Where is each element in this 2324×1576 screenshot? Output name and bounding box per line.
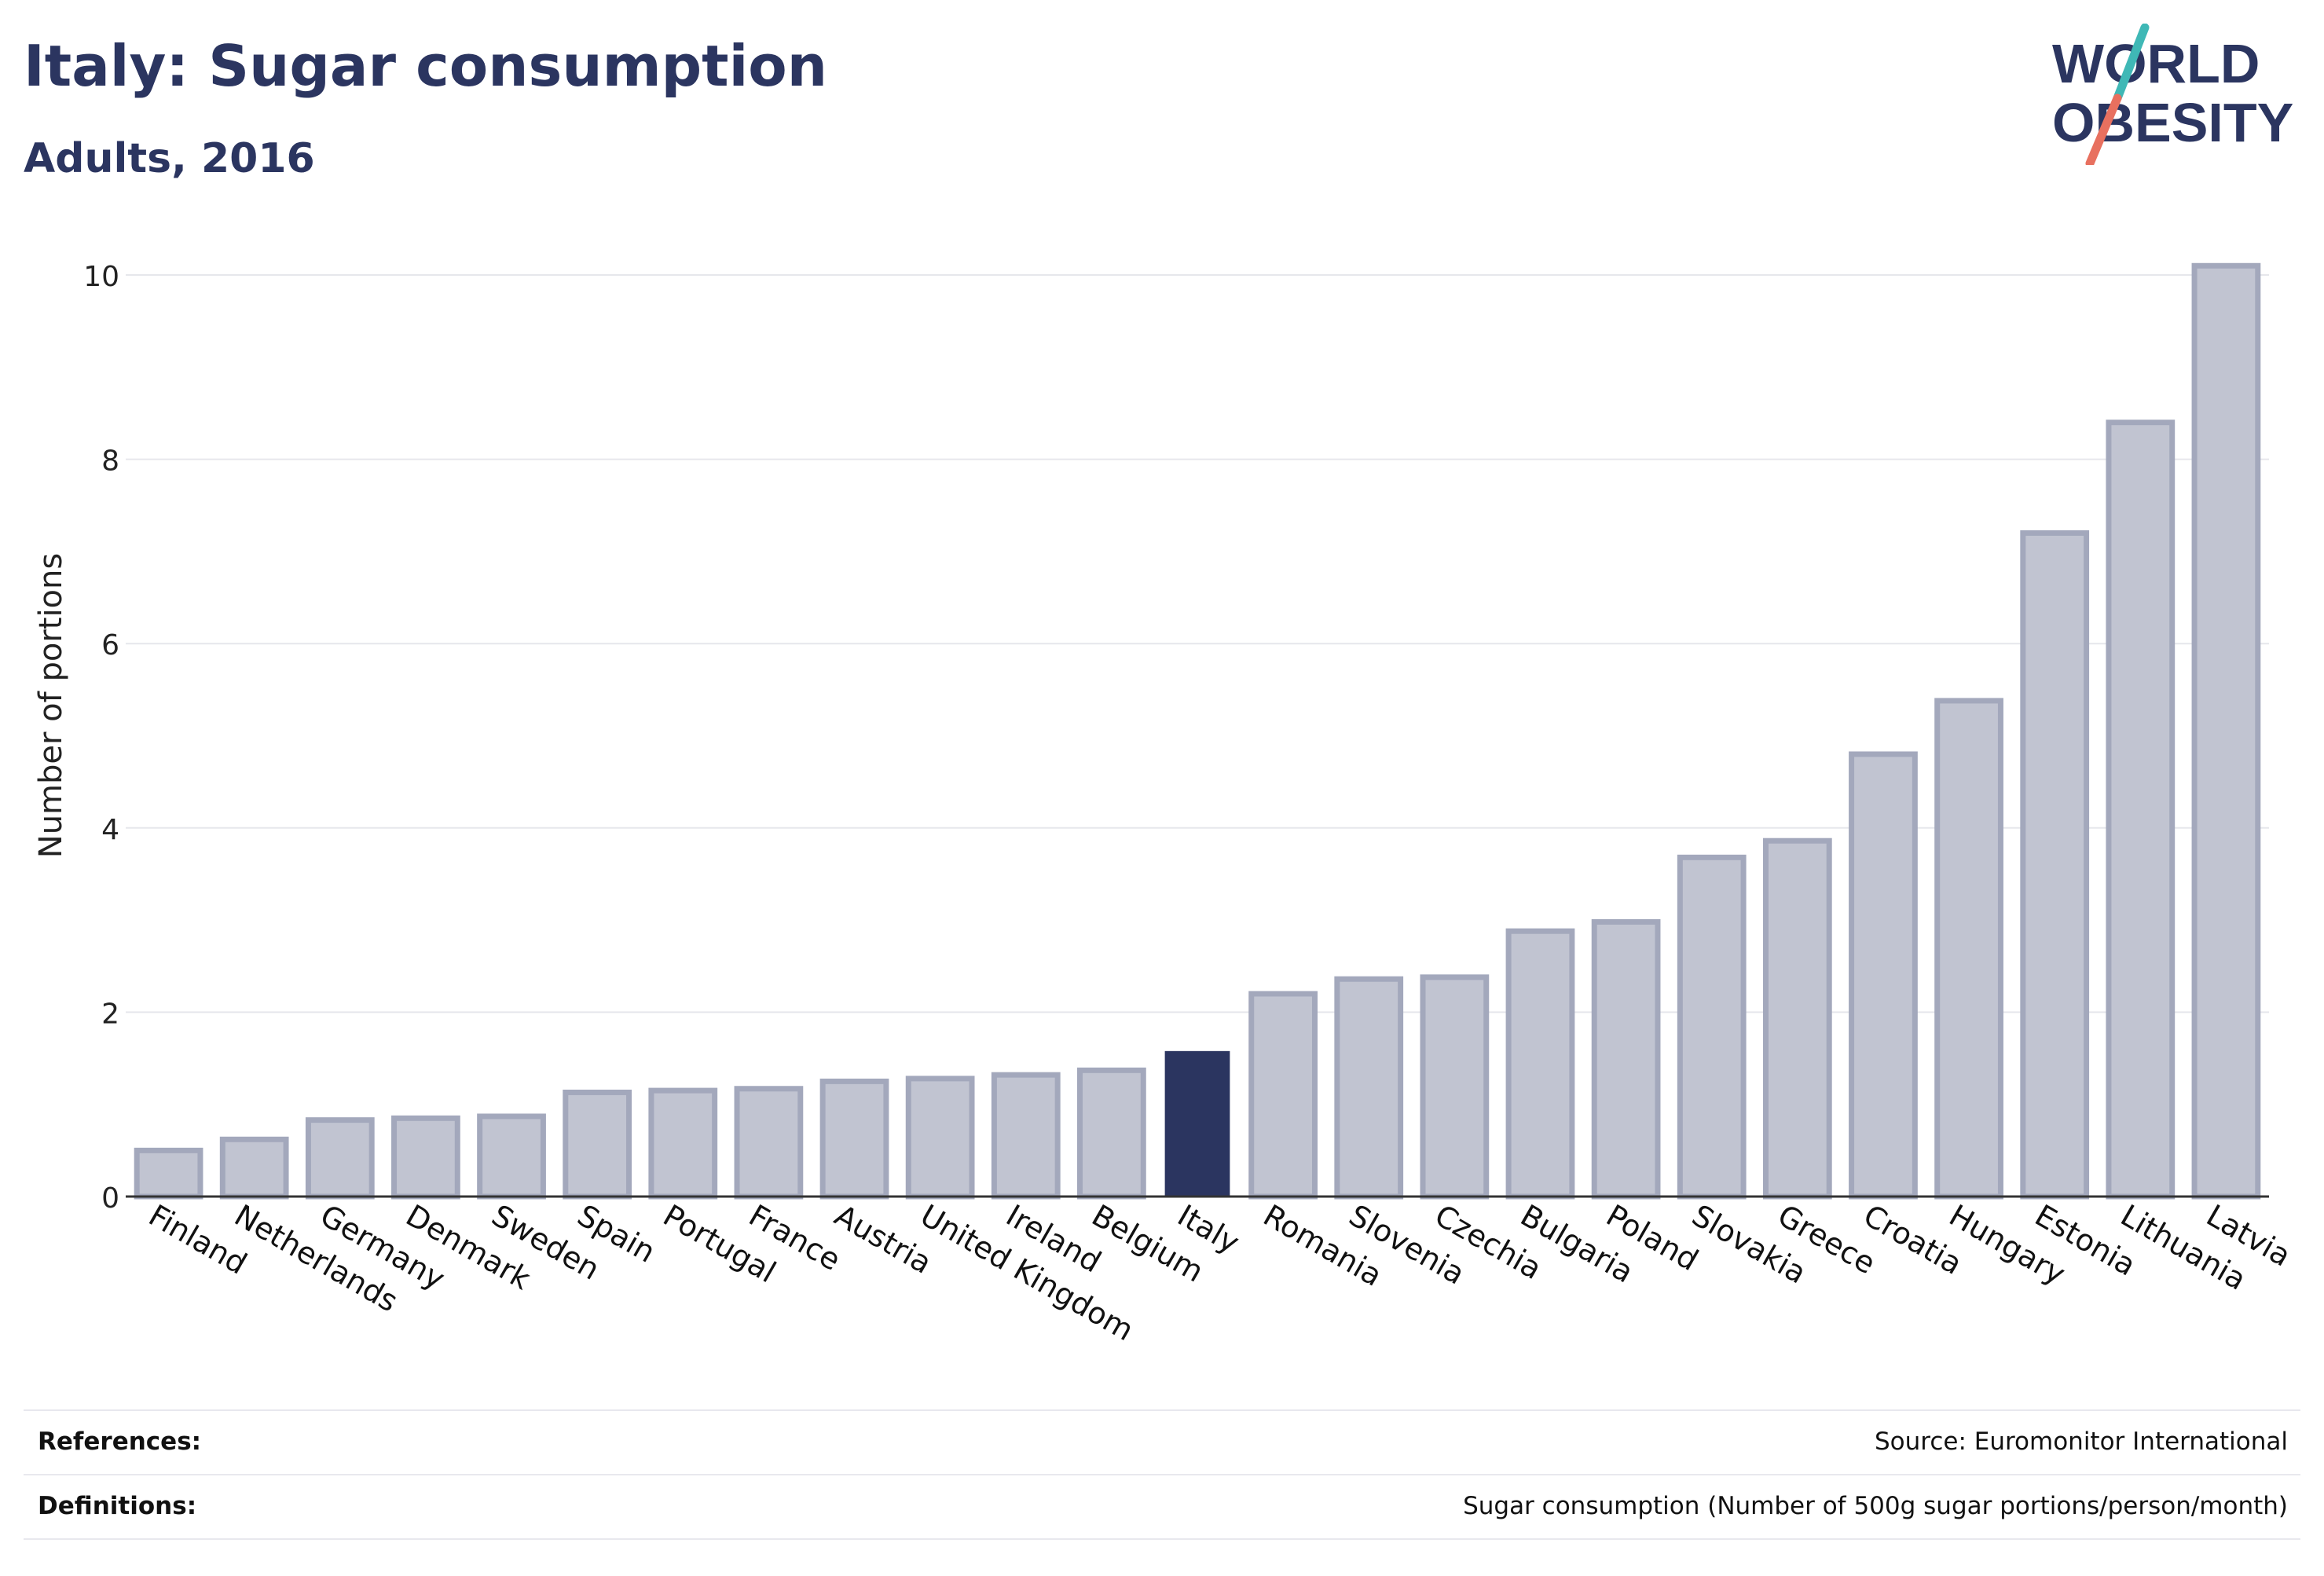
- y-tick-label: 10: [83, 261, 119, 293]
- x-tick-label: Croatia: [1857, 1198, 1967, 1281]
- x-tick-label: Austria: [829, 1198, 937, 1281]
- bar-france: [734, 1086, 804, 1200]
- y-tick-label: 0: [101, 1182, 119, 1215]
- bar-poland: [1591, 918, 1661, 1200]
- y-tick-label: 8: [101, 445, 119, 478]
- definitions-row: Definitions: Sugar consumption (Number o…: [24, 1474, 2300, 1537]
- logo-accent-slash-top: [2113, 24, 2150, 103]
- logo-accent-slash-bottom: [2085, 93, 2122, 165]
- bar-bulgaria: [1505, 928, 1575, 1200]
- bar-finland: [134, 1147, 203, 1200]
- bar-ireland: [991, 1072, 1061, 1200]
- world-obesity-logo: WORLD OBESITY: [2052, 24, 2293, 165]
- page-title: Italy: Sugar consumption: [24, 33, 827, 99]
- bar-greece: [1762, 837, 1832, 1200]
- references-label: References:: [38, 1428, 202, 1456]
- y-tick-label: 2: [101, 998, 119, 1030]
- bar-czechia: [1420, 974, 1490, 1200]
- bar-latvia: [2191, 262, 2261, 1200]
- bar-lithuania: [2106, 420, 2176, 1200]
- bar-slovenia: [1334, 976, 1404, 1200]
- bar-croatia: [1849, 751, 1918, 1200]
- references-row: References: Source: Euromonitor Internat…: [24, 1409, 2300, 1472]
- bar-united-kingdom: [905, 1076, 975, 1200]
- y-axis-label: Number of portions: [33, 553, 69, 858]
- bar-netherlands: [219, 1136, 289, 1200]
- bar-italy: [1164, 1050, 1230, 1197]
- bar-sweden: [477, 1113, 546, 1200]
- logo-line-2: OBESITY: [2052, 92, 2293, 153]
- x-tick-label: Finland: [143, 1198, 253, 1281]
- bar-belgium: [1077, 1067, 1146, 1200]
- footer-bottom-rule: [24, 1538, 2300, 1540]
- definitions-label: Definitions:: [38, 1492, 197, 1520]
- bar-hungary: [1934, 698, 2003, 1200]
- bar-layer: [134, 262, 2261, 1200]
- definitions-value: Sugar consumption (Number of 500g sugar …: [1463, 1492, 2288, 1520]
- bar-denmark: [391, 1115, 460, 1200]
- y-tick-label: 6: [101, 629, 119, 662]
- bar-slovakia: [1677, 854, 1747, 1200]
- bar-spain: [563, 1089, 632, 1200]
- y-tick-label: 4: [101, 814, 119, 846]
- bar-estonia: [2020, 530, 2090, 1200]
- bar-romania: [1248, 991, 1318, 1200]
- logo-line-1: WORLD: [2052, 33, 2260, 94]
- bar-germany: [305, 1117, 375, 1200]
- page-subtitle: Adults, 2016: [24, 135, 315, 182]
- sugar-consumption-bar-chart: 0246810FinlandNetherlandsGermanyDenmarkS…: [33, 261, 2297, 1347]
- bar-portugal: [648, 1087, 718, 1200]
- bar-austria: [819, 1078, 889, 1200]
- references-value: Source: Euromonitor International: [1874, 1428, 2288, 1456]
